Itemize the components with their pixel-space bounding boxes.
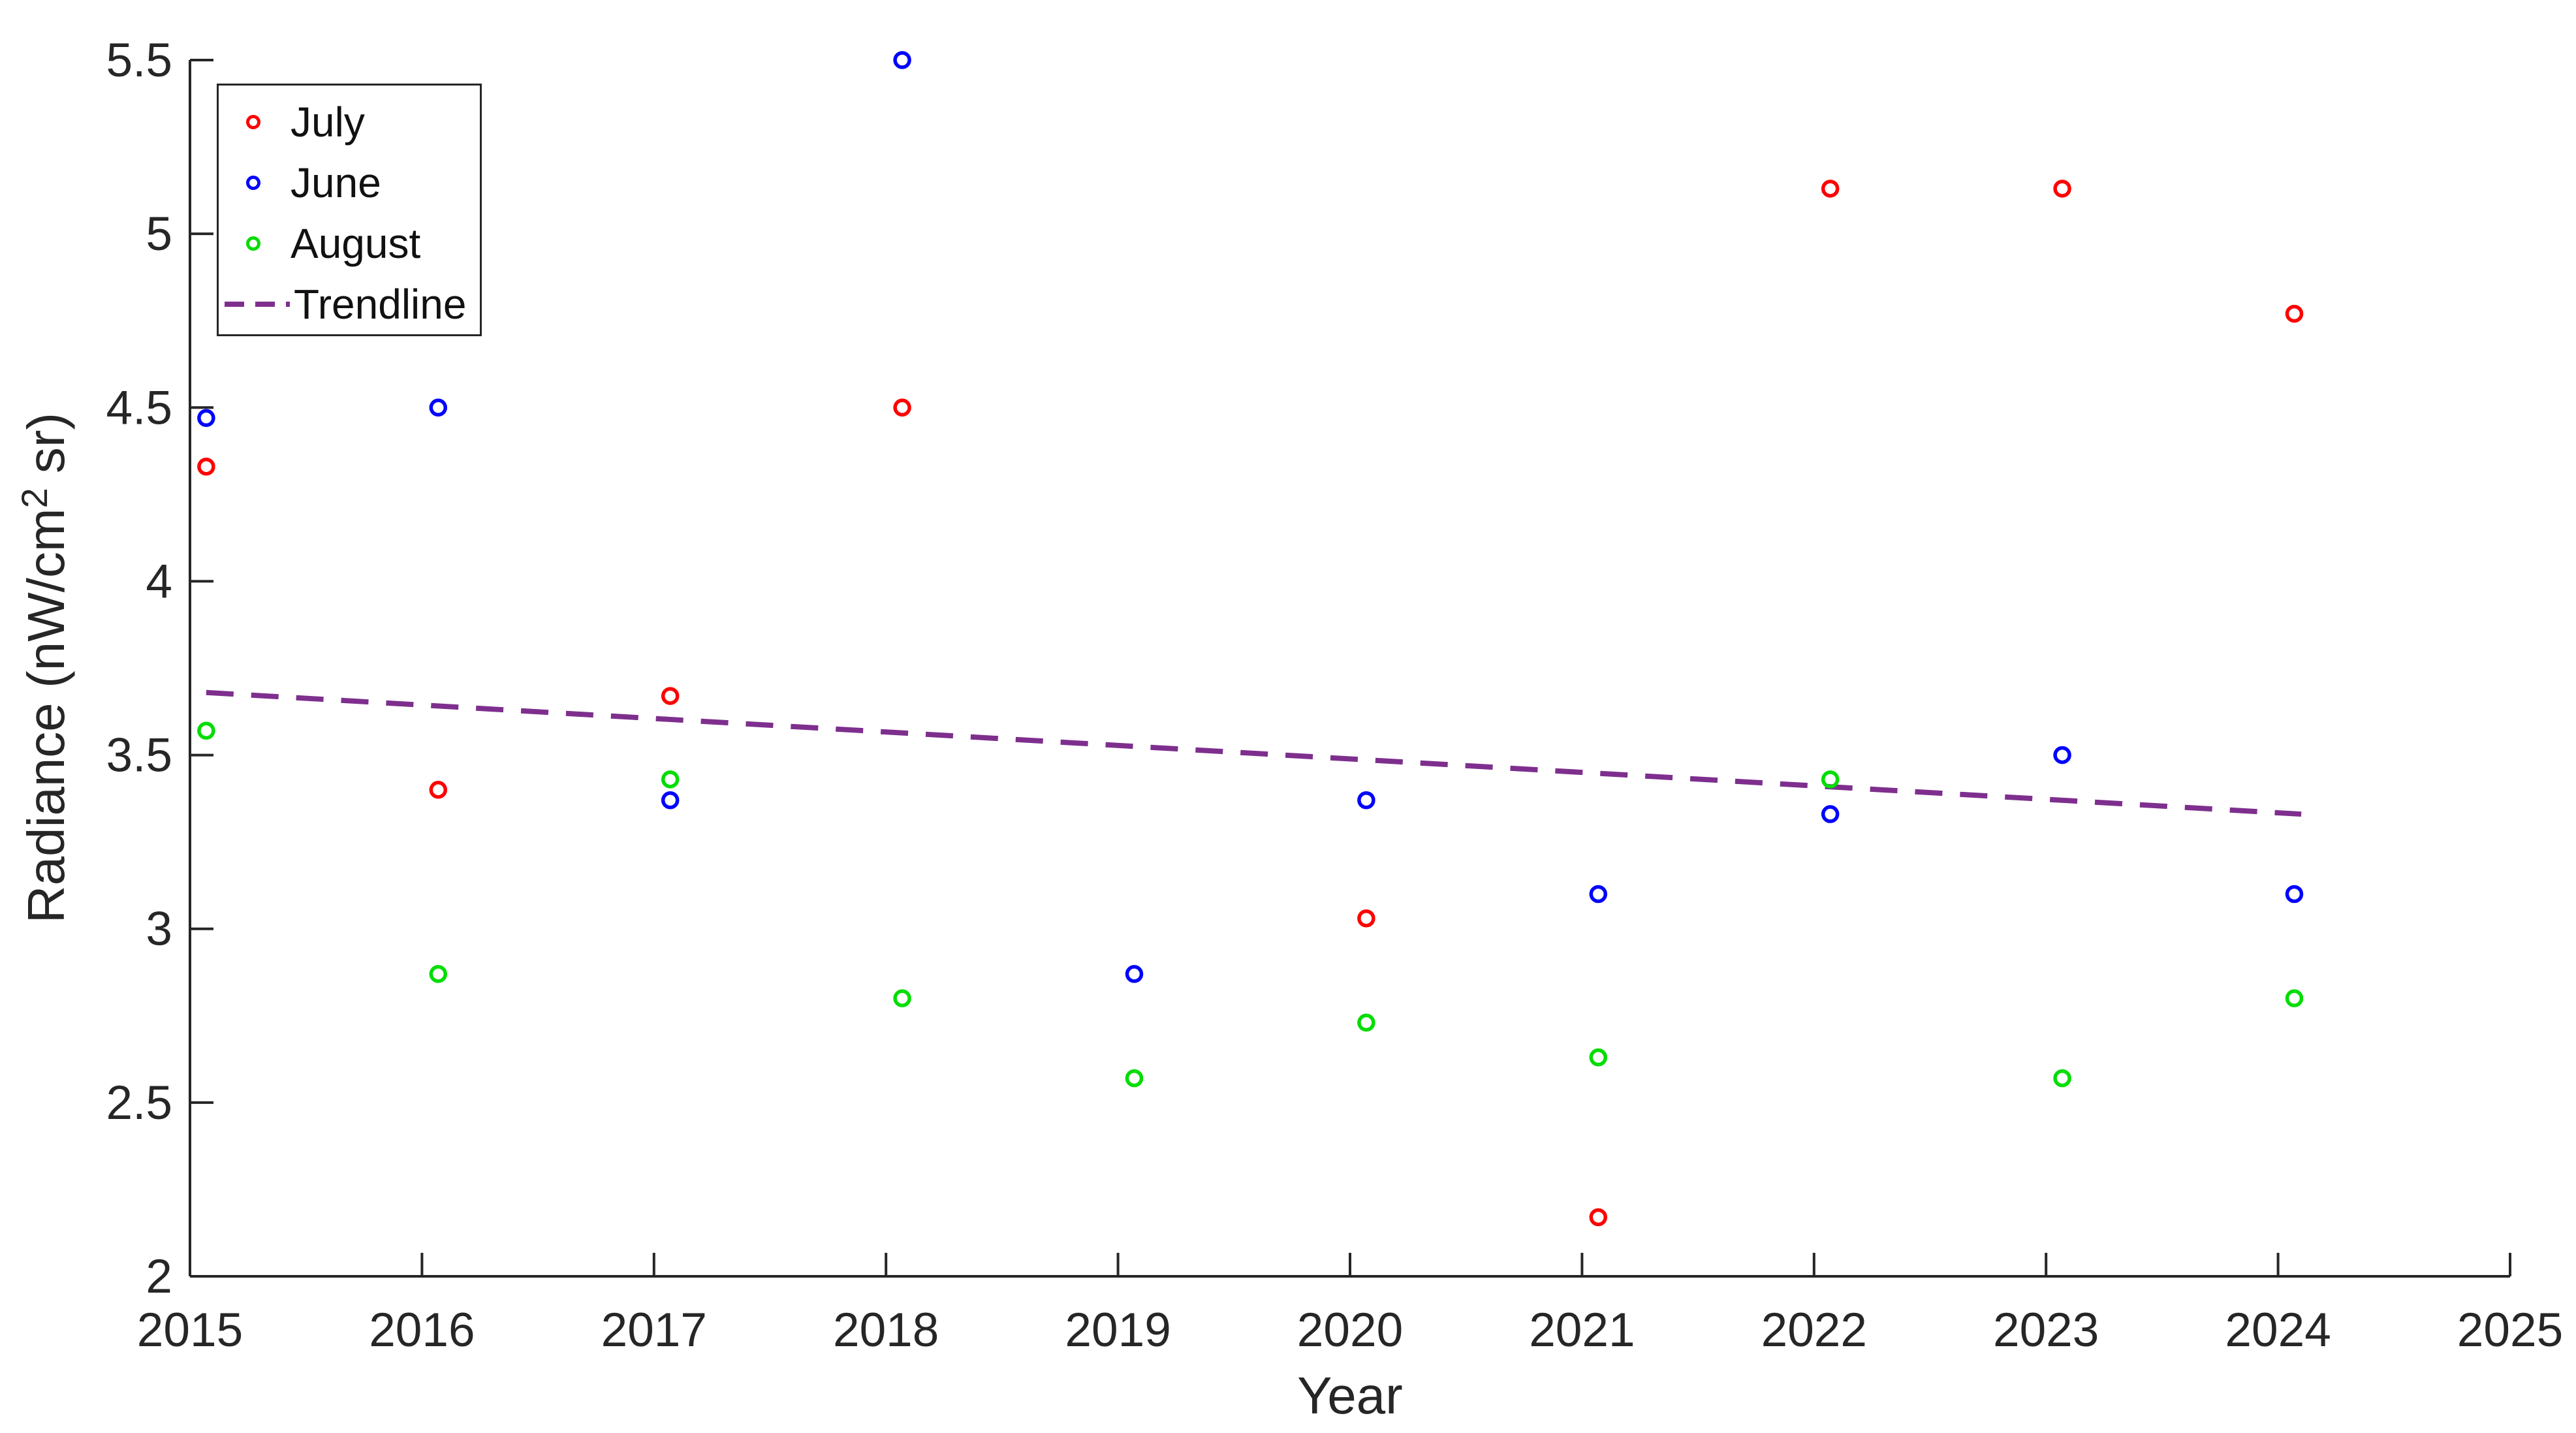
x-tick-label: 2016 (369, 1304, 475, 1357)
point-august-2020 (1357, 1013, 1375, 1032)
legend-label-august: August (291, 219, 421, 267)
point-june-2021 (1589, 885, 1608, 904)
trendline-layer (206, 689, 2302, 817)
point-august-2021 (1589, 1048, 1608, 1067)
y-axis-label-text: Radiance (nW/cm (17, 508, 75, 923)
june-circle-marker-icon (246, 176, 260, 191)
y-axis-label-superscript: 2 (14, 488, 55, 508)
point-june-2017 (661, 791, 680, 810)
legend-item-july: July (219, 92, 480, 153)
y-axis-label-unit: sr) (17, 413, 75, 488)
y-axis-label: Radiance (nW/cm2 sr) (14, 413, 75, 923)
data-points-layer (197, 51, 2304, 1227)
y-tick-label: 4 (146, 555, 172, 608)
y-tick-label: 2.5 (106, 1077, 172, 1129)
x-tick-label: 2024 (2225, 1304, 2331, 1357)
x-tick-label: 2021 (1529, 1304, 1635, 1357)
y-tick-label: 3 (146, 903, 172, 956)
point-july-2022 (1821, 180, 1840, 198)
point-june-2019 (1125, 965, 1144, 983)
point-august-2018 (893, 989, 911, 1007)
august-circle-marker-icon (246, 236, 260, 251)
point-june-2018 (893, 51, 911, 69)
point-june-2016 (429, 398, 448, 417)
x-tick-label: 2019 (1065, 1304, 1170, 1357)
point-july-2024 (2285, 304, 2304, 323)
july-circle-marker-icon (246, 115, 260, 130)
point-july-2018 (893, 398, 911, 417)
point-july-2016 (429, 781, 448, 799)
point-july-2017 (661, 687, 680, 705)
legend-item-june: June (219, 153, 480, 213)
point-june-2015 (197, 409, 215, 428)
legend-label-june: June (291, 159, 381, 207)
x-axis-ticks: 2015 2016 2017 2018 2019 2020 2021 2022 2023 2024… (137, 1253, 2563, 1357)
y-tick-label: 5.5 (106, 34, 172, 87)
point-june-2024 (2285, 885, 2304, 904)
point-august-2016 (429, 965, 448, 983)
point-august-2015 (197, 721, 215, 740)
point-july-2023 (2053, 180, 2071, 198)
legend: July June August Trendline (217, 84, 482, 336)
x-tick-label: 2023 (1993, 1304, 2099, 1357)
x-tick-label: 2022 (1761, 1304, 1867, 1357)
y-tick-label: 5 (146, 208, 172, 260)
point-july-2020 (1357, 909, 1375, 928)
trendline-dash-sample-icon (225, 301, 290, 307)
x-axis-label: Year (1297, 1366, 1403, 1425)
point-august-2019 (1125, 1069, 1144, 1088)
point-july-2015 (197, 458, 215, 476)
x-tick-label: 2020 (1297, 1304, 1403, 1357)
point-june-2022 (1821, 805, 1840, 823)
point-june-2020 (1357, 791, 1375, 810)
point-august-2022 (1821, 770, 1840, 789)
axes (189, 60, 2510, 1278)
point-june-2023 (2053, 746, 2071, 764)
x-tick-label: 2018 (833, 1304, 939, 1357)
y-tick-label: 2 (146, 1250, 172, 1303)
point-august-2017 (661, 770, 680, 789)
legend-item-august: August (219, 213, 480, 274)
legend-item-trendline: Trendline (219, 274, 480, 334)
point-august-2024 (2285, 989, 2304, 1007)
y-axis-ticks: 2 2.5 3 3.5 4 4.5 5 5.5 (106, 34, 213, 1303)
legend-label-trendline: Trendline (294, 280, 467, 328)
y-tick-label: 3.5 (106, 729, 172, 782)
x-tick-label: 2025 (2457, 1304, 2563, 1357)
legend-label-july: July (291, 99, 365, 146)
point-august-2023 (2053, 1069, 2071, 1088)
x-tick-label: 2015 (137, 1304, 243, 1357)
point-july-2021 (1589, 1208, 1608, 1227)
x-tick-label: 2017 (601, 1304, 707, 1357)
trendline (206, 689, 2302, 817)
y-tick-label: 4.5 (106, 381, 172, 434)
